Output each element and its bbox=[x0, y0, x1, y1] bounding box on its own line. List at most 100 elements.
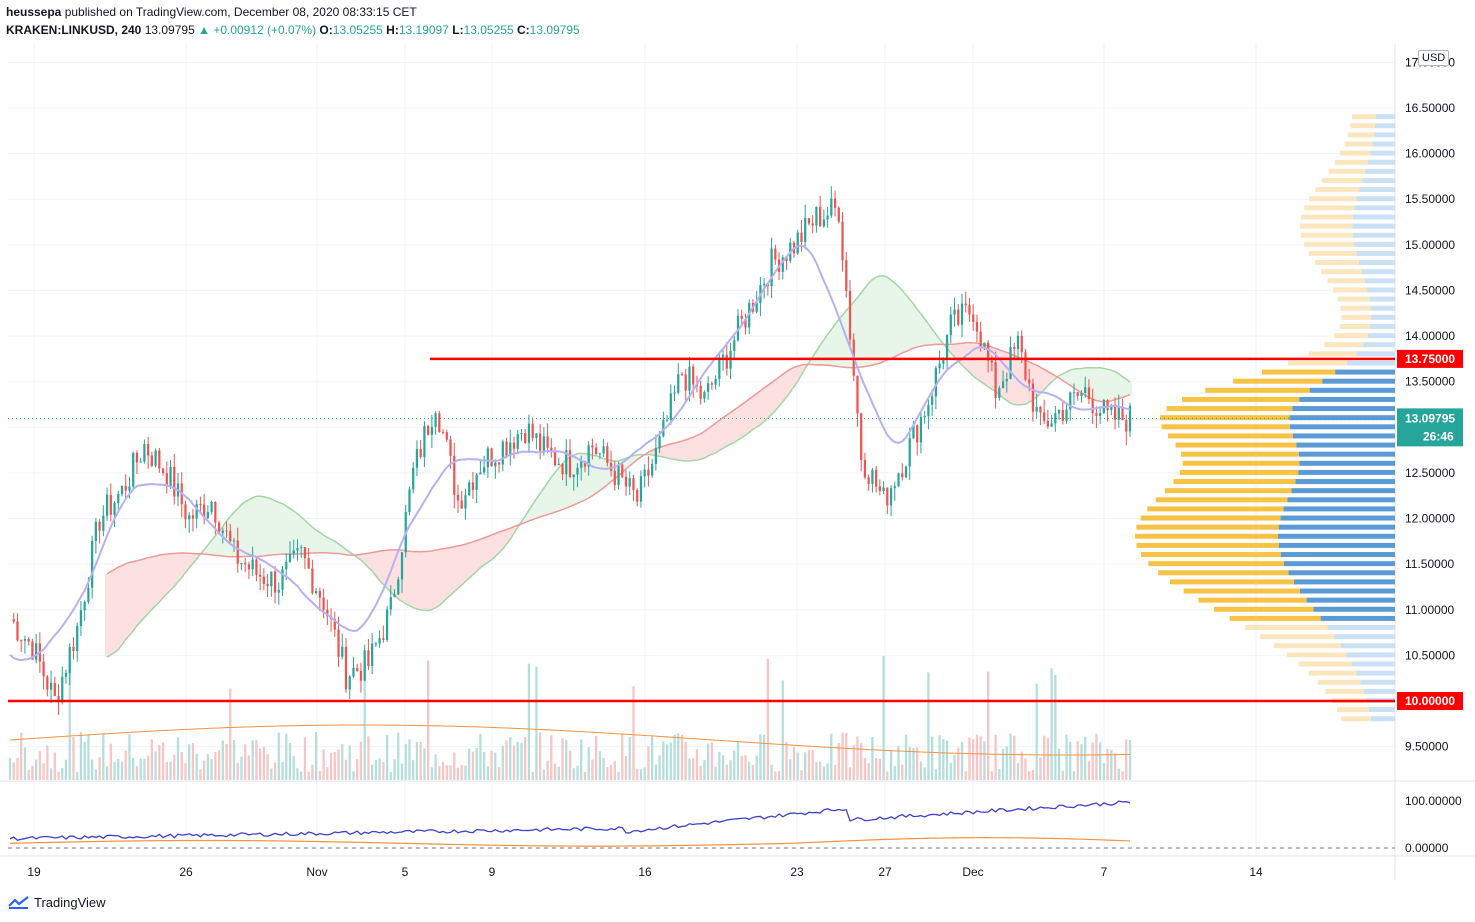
volume-bar bbox=[927, 672, 930, 780]
profile-bar-up bbox=[1356, 196, 1395, 202]
profile-bar-up bbox=[1358, 260, 1395, 266]
profile-bar-down bbox=[1339, 323, 1371, 329]
profile-bar-down bbox=[1321, 269, 1362, 275]
candle-body bbox=[744, 318, 747, 328]
candle-body bbox=[31, 641, 34, 660]
volume-bar bbox=[438, 766, 441, 780]
tradingview-brand: TradingView bbox=[34, 895, 106, 910]
volume-bar bbox=[901, 764, 904, 780]
candle-body bbox=[236, 540, 239, 564]
author-name[interactable]: heussepa bbox=[6, 5, 62, 19]
candle-body bbox=[871, 469, 874, 484]
volume-bar bbox=[923, 767, 926, 780]
profile-bar-up bbox=[1278, 542, 1395, 548]
candle-body bbox=[736, 315, 740, 341]
candle-body bbox=[1128, 405, 1132, 432]
candle-body bbox=[87, 587, 90, 602]
volume-bar bbox=[837, 742, 840, 780]
candle-body bbox=[188, 515, 191, 520]
candle-body bbox=[863, 460, 867, 478]
price-tick-label: 12.00000 bbox=[1405, 512, 1455, 526]
candle-body bbox=[311, 568, 314, 594]
volume-bar bbox=[1057, 748, 1061, 780]
volume-bar bbox=[352, 771, 355, 780]
candle-body bbox=[367, 650, 370, 666]
volume-bar bbox=[916, 747, 919, 780]
time-tick-label: 9 bbox=[489, 865, 496, 879]
volume-bar bbox=[415, 741, 419, 780]
candle-body bbox=[546, 436, 549, 448]
price-tick-label: 17 bbox=[1405, 55, 1419, 69]
profile-bar-up bbox=[1327, 625, 1395, 631]
candle-body bbox=[934, 368, 937, 397]
volume-bar bbox=[714, 766, 717, 780]
volume-bar bbox=[341, 744, 344, 780]
volume-bar bbox=[38, 751, 41, 780]
candle-body bbox=[923, 416, 926, 418]
candle-body bbox=[1050, 423, 1053, 427]
candle-body bbox=[490, 448, 493, 467]
candle-body bbox=[542, 436, 545, 451]
volume-bar bbox=[191, 742, 195, 780]
candle-body bbox=[535, 433, 538, 438]
volume-bar bbox=[598, 751, 601, 780]
tradingview-logo[interactable]: TradingView bbox=[8, 895, 106, 910]
candle-body bbox=[893, 486, 896, 489]
profile-bar-up bbox=[1292, 433, 1395, 439]
currency-button[interactable]: USD bbox=[1418, 50, 1450, 66]
volume-bar bbox=[322, 749, 325, 780]
profile-bar-down bbox=[1166, 406, 1293, 412]
candle-body bbox=[632, 478, 635, 491]
volume-bar bbox=[546, 760, 549, 780]
volume-bar bbox=[348, 745, 351, 780]
volume-bar bbox=[718, 751, 721, 780]
profile-bar-down bbox=[1299, 223, 1353, 229]
profile-bar-up bbox=[1283, 506, 1395, 512]
candle-body bbox=[359, 670, 363, 681]
volume-bar bbox=[423, 748, 426, 780]
oscillator-orange-line bbox=[9, 837, 1131, 847]
price-tick-label: 13.50000 bbox=[1405, 375, 1455, 389]
candle-body bbox=[1016, 335, 1020, 349]
volume-bar bbox=[1001, 748, 1005, 780]
volume-bar bbox=[893, 766, 896, 780]
candle-body bbox=[845, 260, 848, 291]
profile-bar-down bbox=[1341, 314, 1371, 320]
volume-bar bbox=[441, 761, 445, 780]
profile-bar-down bbox=[1198, 597, 1307, 603]
volume-bar bbox=[1110, 750, 1113, 780]
profile-bar-down bbox=[1308, 250, 1357, 256]
symbol-label[interactable]: KRAKEN:LINKUSD, 240 bbox=[6, 23, 142, 37]
volume-bar bbox=[736, 740, 740, 780]
profile-bar-down bbox=[1309, 351, 1357, 357]
volume-bar bbox=[16, 757, 19, 780]
volume-bar bbox=[777, 771, 781, 780]
volume-bar bbox=[419, 742, 422, 780]
profile-bar-up bbox=[1361, 269, 1395, 275]
volume-bar bbox=[811, 750, 814, 780]
profile-bar-down bbox=[1148, 561, 1284, 567]
candle-body bbox=[699, 385, 702, 399]
volume-bar bbox=[94, 769, 97, 780]
candle-body bbox=[460, 500, 463, 509]
volume-bar bbox=[1028, 771, 1031, 780]
volume-bar bbox=[483, 751, 486, 780]
volume-bar bbox=[703, 760, 706, 780]
candle-body bbox=[184, 504, 187, 520]
profile-bar-down bbox=[1179, 469, 1299, 475]
candle-body bbox=[456, 494, 460, 501]
time-tick-label: 14 bbox=[1249, 865, 1263, 879]
volume-bar bbox=[695, 749, 699, 780]
volume-bar bbox=[374, 760, 377, 780]
candle-body bbox=[1031, 383, 1035, 412]
candle-body bbox=[42, 661, 45, 677]
candle-body bbox=[501, 441, 504, 465]
candle-body bbox=[1072, 392, 1076, 394]
volume-bar bbox=[512, 745, 516, 780]
profile-bar-up bbox=[1370, 314, 1395, 320]
volume-bar bbox=[255, 740, 258, 780]
volume-bar bbox=[1072, 771, 1076, 780]
volume-bar bbox=[434, 754, 437, 780]
candle-body bbox=[1095, 413, 1098, 416]
